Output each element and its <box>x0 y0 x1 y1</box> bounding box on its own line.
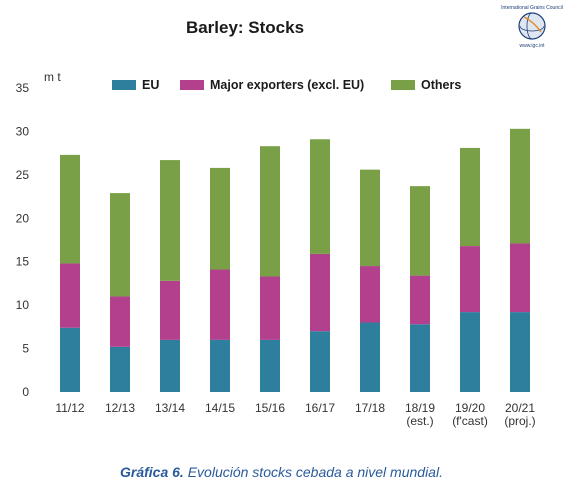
bar-segment <box>210 269 230 340</box>
bar-segment <box>310 331 330 392</box>
x-tick-label: 17/18 <box>355 401 385 415</box>
legend-label: Others <box>421 78 461 92</box>
bar-segment <box>510 128 530 244</box>
x-tick-label: 13/14 <box>155 401 185 415</box>
bar-segment <box>160 280 180 340</box>
bar-segment <box>110 346 130 392</box>
y-tick-label: 20 <box>16 211 30 225</box>
bar-segment <box>260 276 280 340</box>
bar-segment <box>360 169 380 267</box>
x-tick-label: 12/13 <box>105 401 135 415</box>
legend-label: EU <box>142 78 159 92</box>
caption-label: Gráfica 6. <box>120 464 184 480</box>
bar-segment <box>310 139 330 254</box>
caption-text: Evolución stocks cebada a nivel mundial. <box>187 464 443 480</box>
y-tick-label: 25 <box>16 168 30 182</box>
bar-segment <box>460 147 480 247</box>
y-tick-label: 30 <box>16 124 30 138</box>
legend-label: Major exporters (excl. EU) <box>210 78 364 92</box>
y-axis: 0 5 10 15 20 25 30 35 <box>16 81 30 399</box>
bar-segment <box>210 339 230 392</box>
bar-segment <box>160 160 180 281</box>
legend-swatch <box>391 80 415 90</box>
globe-icon <box>518 12 546 40</box>
bar-segment <box>510 312 530 392</box>
y-tick-label: 10 <box>16 298 30 312</box>
x-axis: 11/12 12/13 13/14 14/15 15/16 16/17 17/18 18/19… <box>55 401 535 428</box>
bar-segment <box>60 154 80 264</box>
x-tick-label: 19/20 <box>455 401 485 415</box>
x-tick-label: 14/15 <box>205 401 235 415</box>
x-tick-label: 18/19 <box>405 401 435 415</box>
bar-segment <box>460 312 480 392</box>
figure-caption: Gráfica 6. Evolución stocks cebada a niv… <box>0 464 563 480</box>
y-tick-label: 15 <box>16 255 30 269</box>
barley-stocks-chart: Barley: Stocks International Grains Coun… <box>16 5 563 428</box>
x-tick-label: 20/21 <box>505 401 535 415</box>
bar-segment <box>460 246 480 313</box>
bar-segment <box>410 186 430 276</box>
bar-segment <box>160 339 180 392</box>
x-tick-label: 11/12 <box>55 401 84 415</box>
bar-segment <box>260 146 280 277</box>
logo-org-name: International Grains Council <box>501 5 563 11</box>
bar-segment <box>260 339 280 392</box>
x-tick-label: (proj.) <box>504 414 535 428</box>
x-tick-label: 16/17 <box>305 401 335 415</box>
legend: EU Major exporters (excl. EU) Others <box>112 78 461 92</box>
bar-segment <box>210 167 230 270</box>
bar-segment <box>110 296 130 347</box>
bar-segment <box>110 193 130 297</box>
bar-segment <box>310 253 330 332</box>
y-tick-label: 35 <box>16 81 30 95</box>
legend-swatch <box>112 80 136 90</box>
bar-segment <box>360 322 380 392</box>
bar-segment <box>60 263 80 328</box>
bar-segment <box>410 324 430 392</box>
bar-segment <box>60 327 80 392</box>
logo-url: www.igc.int <box>519 43 545 49</box>
bar-segment <box>360 266 380 323</box>
bars <box>60 128 530 392</box>
chart-title: Barley: Stocks <box>186 18 304 37</box>
y-tick-label: 0 <box>22 385 29 399</box>
y-tick-label: 5 <box>22 342 29 356</box>
igc-logo: International Grains Council www.igc.int <box>501 5 563 49</box>
bar-segment <box>410 275 430 325</box>
x-tick-label: (f'cast) <box>452 414 488 428</box>
legend-swatch <box>180 80 204 90</box>
x-tick-label: (est.) <box>406 414 433 428</box>
x-tick-label: 15/16 <box>255 401 285 415</box>
y-axis-unit-label: m t <box>44 70 61 84</box>
bar-segment <box>510 243 530 313</box>
